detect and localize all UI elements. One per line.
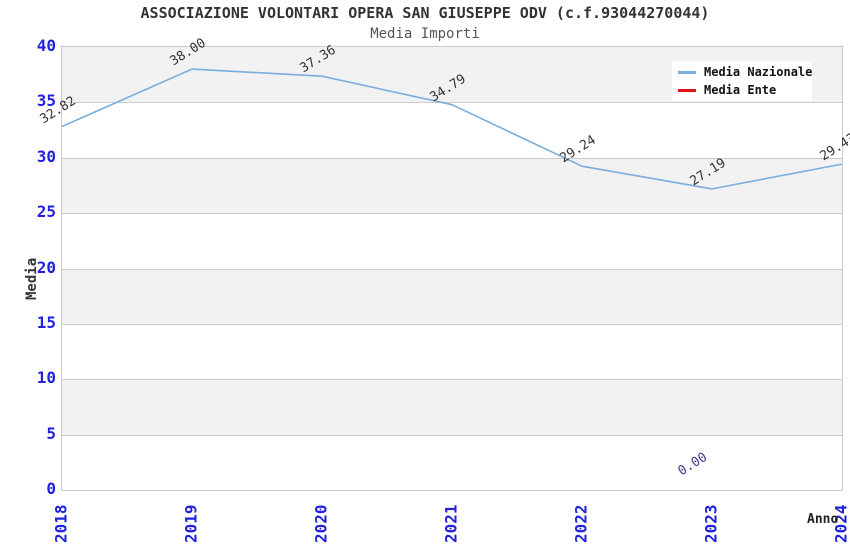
plot-area [61,46,843,491]
y-tick-label: 25 [36,202,56,222]
plot-band [62,268,842,324]
legend-label: Media Nazionale [704,65,813,79]
legend-label: Media Ente [704,83,777,97]
plot-band [62,379,842,435]
y-axis-title: Media [24,257,40,300]
legend: Media Nazionale Media Ente [672,61,812,101]
y-tick-label: 5 [46,423,56,443]
gridline [62,324,842,325]
series-lines [61,68,843,190]
chart-subtitle: Media Importi [370,26,480,42]
gridline [62,213,842,214]
y-tick-label: 30 [36,146,56,166]
legend-item-media-nazionale: Media Nazionale [678,63,812,81]
legend-item-media-ente: Media Ente [678,81,812,99]
y-tick-label: 10 [36,368,56,388]
gridline [62,435,842,436]
plot-band [62,157,842,214]
x-tick-label: 2021 [441,504,461,543]
media-nazionale-line [61,68,843,190]
y-tick-label: 20 [36,257,56,277]
media-nazionale-line-swatch [678,70,696,74]
y-tick-label: 40 [36,36,56,55]
x-tick-label: 2019 [181,504,201,543]
y-tick-label: 0 [46,479,56,498]
x-axis-title: Anno [807,512,839,527]
x-tick-label: 2023 [701,504,721,543]
x-tick-label: 2022 [571,504,591,543]
gridline [62,102,842,103]
y-tick-label: 35 [36,91,56,111]
gridline [62,379,842,380]
chart-title: ASSOCIAZIONE VOLONTARI OPERA SAN GIUSEPP… [140,4,710,22]
x-tick-label: 2020 [311,504,331,543]
x-tick-label: 2018 [51,504,71,543]
gridline [62,158,842,159]
media-ente-line-swatch [678,88,696,92]
y-tick-label: 15 [36,312,56,332]
gridline [62,269,842,270]
